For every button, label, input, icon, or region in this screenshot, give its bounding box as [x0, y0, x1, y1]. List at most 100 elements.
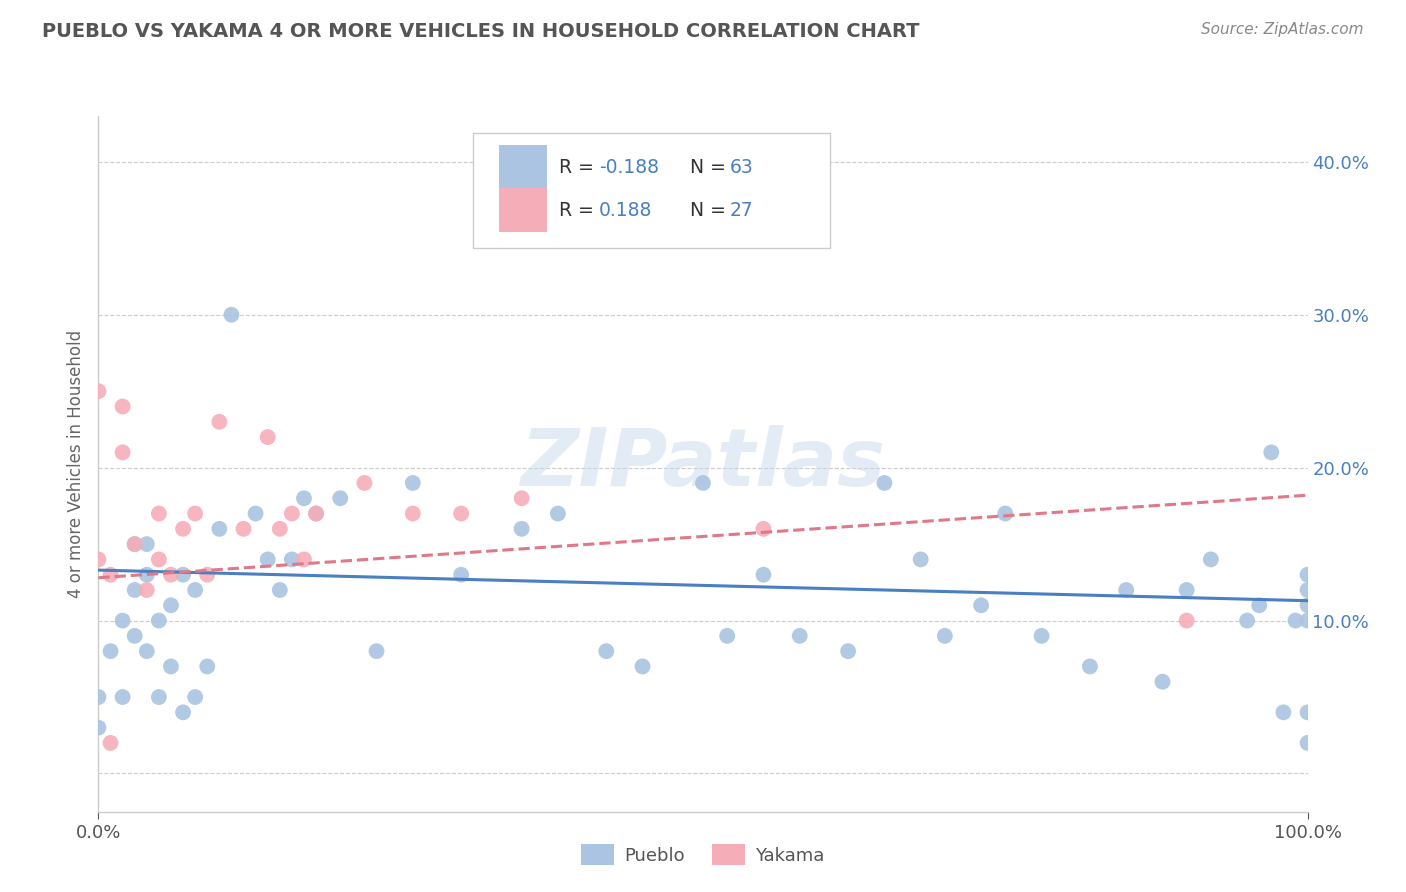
Point: [111, 400, 134, 414]
Point: [1296, 614, 1319, 628]
Point: [934, 629, 956, 643]
Point: [148, 552, 170, 566]
Point: [1249, 599, 1271, 613]
Point: [124, 582, 146, 597]
Point: [837, 644, 859, 658]
Text: 0.188: 0.188: [599, 201, 652, 219]
Legend: Pueblo, Yakama: Pueblo, Yakama: [574, 837, 832, 872]
Point: [402, 507, 425, 521]
Point: [148, 690, 170, 704]
Point: [1296, 706, 1319, 720]
Point: [195, 659, 218, 673]
Point: [111, 690, 134, 704]
Point: [1260, 445, 1282, 459]
Point: [172, 706, 194, 720]
Point: [752, 522, 775, 536]
Y-axis label: 4 or more Vehicles in Household: 4 or more Vehicles in Household: [66, 330, 84, 598]
Point: [292, 491, 315, 506]
Point: [111, 614, 134, 628]
Text: 63: 63: [730, 158, 754, 177]
Point: [281, 552, 304, 566]
Point: [450, 507, 472, 521]
Point: [124, 537, 146, 551]
Point: [1284, 614, 1306, 628]
Point: [160, 567, 183, 582]
Point: [184, 507, 207, 521]
Point: [752, 567, 775, 582]
Point: [1272, 706, 1295, 720]
Point: [160, 659, 183, 673]
Point: [692, 475, 714, 490]
Point: [631, 659, 654, 673]
Point: [195, 567, 218, 582]
Point: [292, 552, 315, 566]
FancyBboxPatch shape: [474, 134, 830, 248]
Text: ZIPatlas: ZIPatlas: [520, 425, 886, 503]
Point: [547, 507, 569, 521]
Point: [1296, 567, 1319, 582]
Point: [402, 475, 425, 490]
Point: [1078, 659, 1101, 673]
Point: [595, 644, 617, 658]
Point: [305, 507, 328, 521]
Text: R =: R =: [560, 201, 600, 219]
Point: [124, 537, 146, 551]
Point: [994, 507, 1017, 521]
Point: [100, 567, 122, 582]
Point: [100, 644, 122, 658]
Point: [256, 552, 278, 566]
Point: [1296, 582, 1319, 597]
Point: [184, 582, 207, 597]
Point: [269, 522, 291, 536]
Point: [1296, 599, 1319, 613]
Point: [87, 721, 110, 735]
Point: [87, 552, 110, 566]
Point: [305, 507, 328, 521]
Point: [1152, 674, 1174, 689]
Text: Source: ZipAtlas.com: Source: ZipAtlas.com: [1201, 22, 1364, 37]
Point: [1175, 614, 1198, 628]
FancyBboxPatch shape: [499, 188, 547, 232]
Point: [245, 507, 267, 521]
Point: [87, 384, 110, 399]
Point: [135, 537, 157, 551]
Point: [281, 507, 304, 521]
Point: [1199, 552, 1222, 566]
Point: [148, 614, 170, 628]
Point: [970, 599, 993, 613]
Text: N =: N =: [690, 201, 731, 219]
Point: [256, 430, 278, 444]
Point: [269, 582, 291, 597]
Point: [184, 690, 207, 704]
Point: [135, 582, 157, 597]
Text: R =: R =: [560, 158, 600, 177]
Point: [716, 629, 738, 643]
Point: [172, 567, 194, 582]
Point: [510, 491, 533, 506]
Point: [135, 567, 157, 582]
Text: -0.188: -0.188: [599, 158, 659, 177]
FancyBboxPatch shape: [499, 145, 547, 189]
Point: [160, 599, 183, 613]
Point: [366, 644, 388, 658]
Point: [1115, 582, 1137, 597]
Point: [232, 522, 254, 536]
Point: [172, 522, 194, 536]
Point: [1236, 614, 1258, 628]
Point: [450, 567, 472, 582]
Text: N =: N =: [690, 158, 731, 177]
Point: [353, 475, 375, 490]
Point: [329, 491, 352, 506]
Point: [1175, 582, 1198, 597]
Point: [111, 445, 134, 459]
Point: [1031, 629, 1053, 643]
Point: [1296, 736, 1319, 750]
Text: 27: 27: [730, 201, 754, 219]
Point: [87, 690, 110, 704]
Point: [510, 522, 533, 536]
Point: [208, 522, 231, 536]
Point: [208, 415, 231, 429]
Point: [910, 552, 932, 566]
Point: [789, 629, 811, 643]
Point: [148, 507, 170, 521]
